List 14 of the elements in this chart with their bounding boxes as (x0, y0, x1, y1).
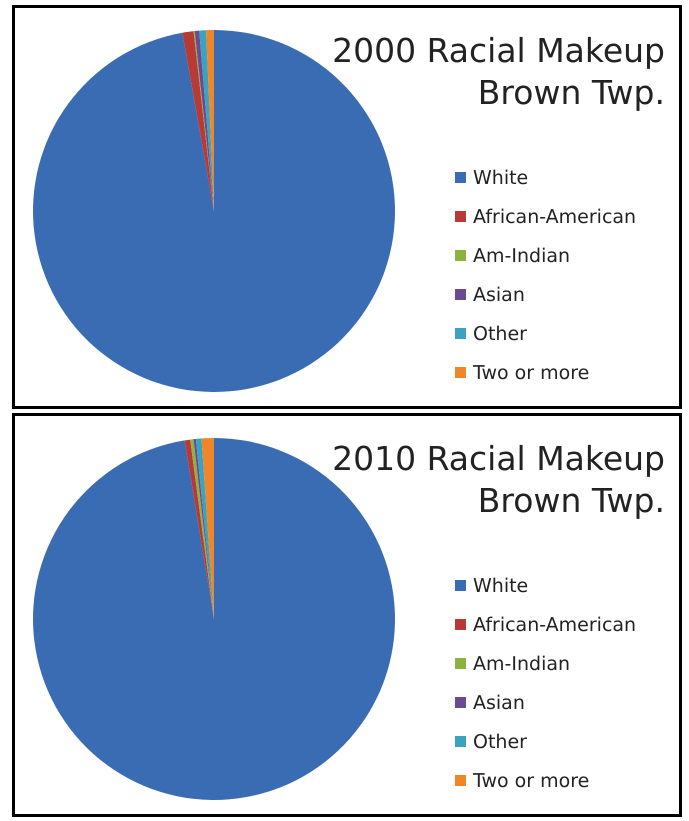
legend-label: White (473, 166, 528, 188)
text: 2010 Racial Makeup Brown Twp. (332, 438, 665, 522)
legend-label: Asian (473, 692, 525, 714)
legend-label: Am-Indian (473, 244, 570, 266)
legend-label: Am-Indian (473, 652, 570, 674)
legend-label: Other (473, 730, 527, 752)
text: 2000 Racial Makeup Brown Twp. (332, 30, 665, 114)
legend-label: Two or more (473, 362, 590, 384)
legend-label: African-American (473, 614, 636, 636)
legend-label: Two or more (473, 770, 590, 792)
legend-label: Other (473, 322, 527, 344)
legend-label: African-American (473, 206, 636, 228)
legend-label: White (473, 574, 528, 596)
legend-label: Asian (473, 284, 525, 306)
